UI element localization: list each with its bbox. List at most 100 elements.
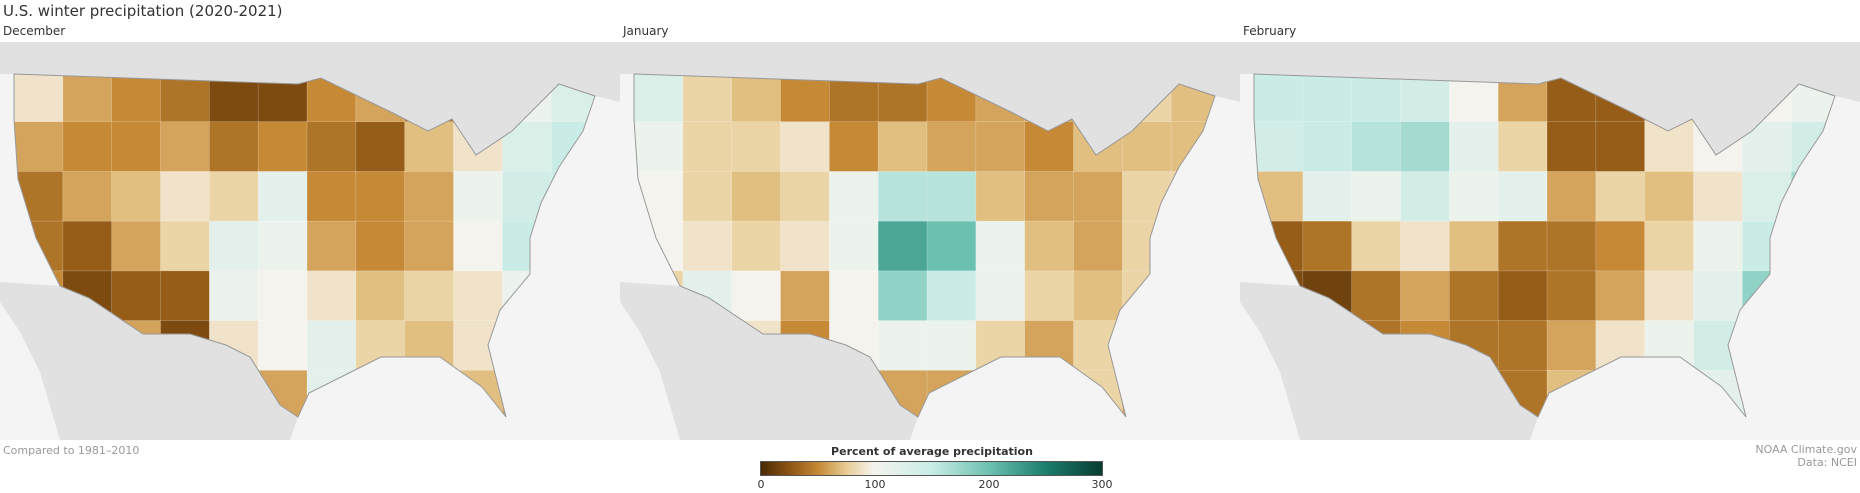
climate-division-cell: [877, 320, 928, 372]
climate-division-cell: [634, 121, 684, 173]
climate-division-cell: [404, 369, 455, 417]
climate-division-cell: [877, 270, 928, 322]
climate-division-cell: [1073, 369, 1124, 417]
climate-division-cell: [14, 220, 64, 272]
map-svg: [0, 42, 620, 440]
climate-division-cell: [1693, 171, 1744, 222]
climate-division-cell: [160, 220, 211, 272]
climate-division-cell: [829, 121, 879, 173]
climate-division-cell: [780, 171, 831, 222]
legend-title: Percent of average precipitation: [831, 445, 1033, 458]
climate-division-cell: [1351, 74, 1402, 123]
climate-division-cell: [975, 320, 1026, 372]
climate-division-cell: [975, 220, 1026, 272]
source-text: Data: NCEI: [1797, 456, 1857, 469]
climate-division-cell: [1644, 369, 1695, 417]
climate-division-cell: [1790, 121, 1835, 173]
climate-division-cell: [975, 121, 1026, 173]
climate-division-cell: [1170, 369, 1215, 417]
climate-division-cell: [926, 369, 977, 417]
climate-division-cell: [829, 220, 879, 272]
us-outline: [633, 73, 1216, 418]
climate-division-cell: [355, 270, 406, 322]
climate-division-cell: [1122, 220, 1172, 272]
climate-division-cell: [877, 121, 928, 173]
climate-division-cell: [780, 220, 831, 272]
climate-division-cell: [1351, 220, 1402, 272]
climate-division-cell: [1644, 171, 1695, 222]
climate-division-cell: [1742, 220, 1792, 272]
canada-landmass: [0, 42, 620, 155]
climate-division-cell: [502, 220, 552, 272]
climate-division-cell: [257, 121, 308, 173]
mexico-landmass: [620, 282, 918, 440]
us-outline: [1253, 73, 1836, 418]
climate-division-cell: [257, 270, 308, 322]
legend-tick-0: 0: [757, 478, 765, 491]
climate-division-cell: [1644, 270, 1695, 322]
climate-division-cell: [453, 220, 504, 272]
climate-division-cell: [1254, 171, 1304, 222]
climate-division-cell: [257, 320, 308, 372]
climate-division-cell: [550, 369, 595, 417]
climate-division-cell: [1302, 220, 1353, 272]
climate-division-cell: [1595, 369, 1646, 417]
climate-division-cell: [111, 270, 162, 322]
climate-division-cell: [453, 171, 504, 222]
climate-division-cell: [926, 270, 977, 322]
climate-division-cell: [1351, 270, 1402, 322]
climate-division-cell: [1693, 220, 1744, 272]
climate-division-cell: [1546, 220, 1597, 272]
climate-division-cell: [1302, 121, 1353, 173]
climate-division-cell: [1497, 270, 1548, 322]
climate-division-cell: [731, 74, 782, 123]
credit-text: NOAA Climate.gov: [1755, 443, 1857, 456]
climate-division-cell: [1400, 121, 1451, 173]
canada-landmass: [1240, 42, 1860, 155]
climate-division-cell: [1122, 369, 1172, 417]
climate-division-cell: [682, 171, 733, 222]
climate-division-cell: [877, 171, 928, 222]
climate-division-cell: [1170, 320, 1215, 372]
climate-division-cell: [1497, 171, 1548, 222]
legend-colorbar: [760, 461, 1103, 476]
climate-division-cell: [1073, 320, 1124, 372]
climate-division-cell: [209, 121, 259, 173]
climate-division-cell: [111, 74, 162, 123]
climate-division-cell: [926, 220, 977, 272]
climate-division-cell: [1742, 270, 1792, 322]
climate-division-cell: [1400, 171, 1451, 222]
panel-label-december: December: [3, 24, 66, 38]
climate-division-cell: [1024, 171, 1075, 222]
climate-division-cell: [550, 270, 595, 322]
climate-division-cell: [209, 270, 259, 322]
climate-division-cell: [1693, 270, 1744, 322]
climate-division-cell: [160, 171, 211, 222]
climate-division-cell: [877, 220, 928, 272]
climate-division-cell: [1302, 171, 1353, 222]
climate-division-cell: [731, 171, 782, 222]
climate-division-cell: [1644, 320, 1695, 372]
climate-division-cell: [1546, 369, 1597, 417]
climate-division-cell: [1546, 270, 1597, 322]
map-february: [1240, 42, 1860, 440]
climate-division-cell: [1170, 171, 1215, 222]
climate-division-cell: [306, 121, 357, 173]
climate-division-cell: [257, 171, 308, 222]
climate-division-cell: [926, 320, 977, 372]
climate-division-cell: [634, 171, 684, 222]
climate-division-cell: [1449, 121, 1499, 173]
climate-division-cell: [550, 320, 595, 372]
climate-division-cell: [1024, 220, 1075, 272]
climate-division-cell: [1595, 220, 1646, 272]
climate-division-cell: [1073, 171, 1124, 222]
climate-division-cell: [926, 171, 977, 222]
climate-division-cell: [780, 121, 831, 173]
climate-division-cell: [1024, 320, 1075, 372]
climate-division-cell: [1449, 270, 1499, 322]
climate-division-cell: [550, 121, 595, 173]
climate-division-cell: [1546, 171, 1597, 222]
climate-division-cell: [1790, 320, 1835, 372]
climate-division-cell: [14, 171, 64, 222]
climate-division-cell: [306, 220, 357, 272]
